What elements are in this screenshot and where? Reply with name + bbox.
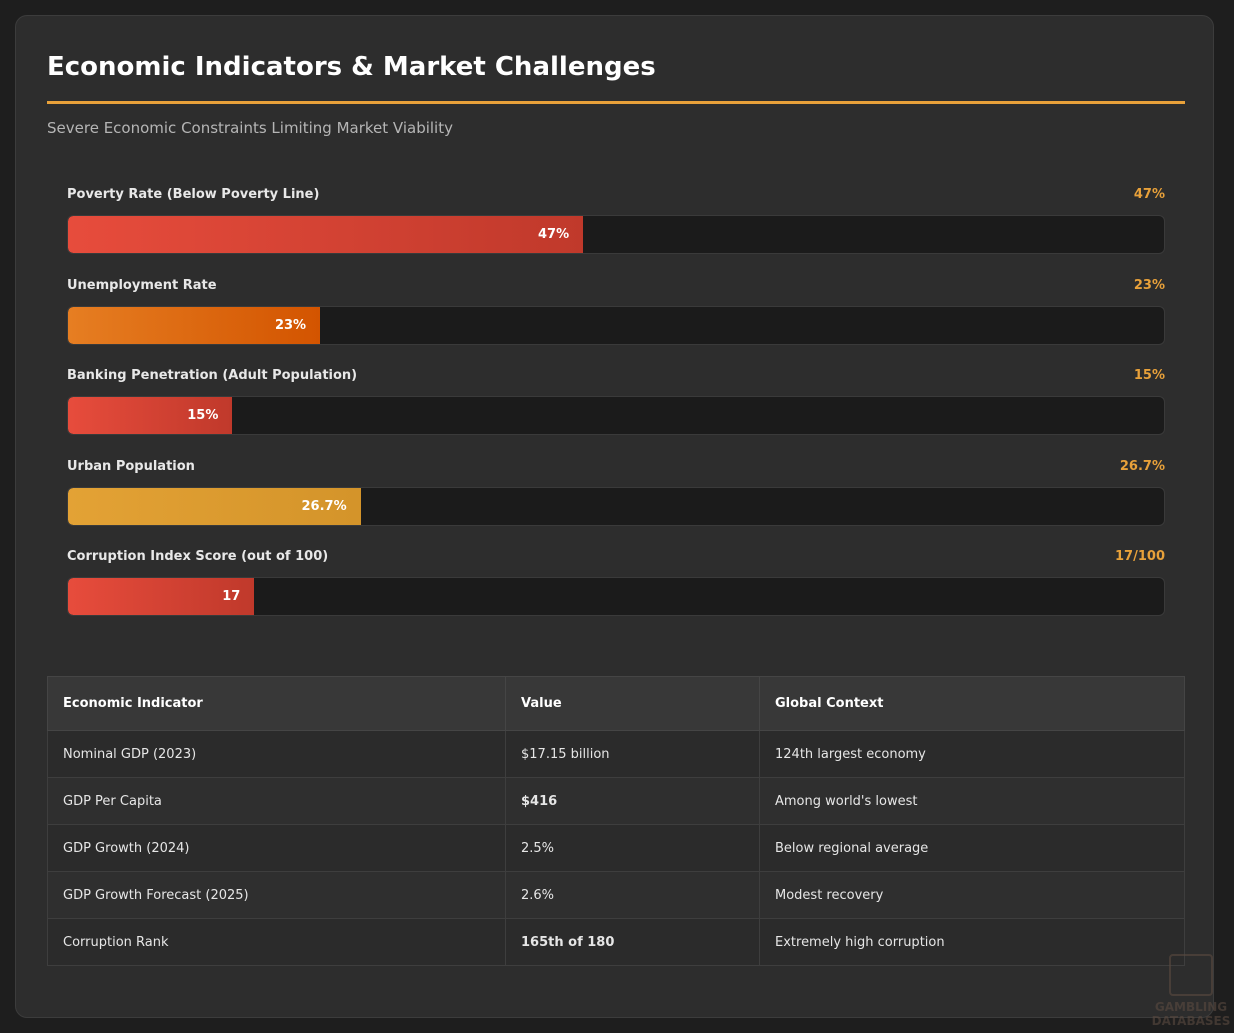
table-cell: Extremely high corruption	[759, 918, 1185, 966]
column-header: Value	[505, 676, 760, 731]
bar-label: Corruption Index Score (out of 100)	[67, 549, 329, 564]
watermark-text: GAMBLING	[1154, 1000, 1228, 1014]
bar-inner-label: 47%	[537, 227, 570, 242]
bar-track: 47%	[67, 215, 1165, 254]
bar-label: Urban Population	[67, 458, 195, 474]
bar-inner-label: 26.7%	[301, 498, 347, 514]
bar-value: 26.7%	[1119, 458, 1165, 474]
bar-fill: 15%	[68, 397, 233, 434]
table-cell: GDP Per Capita	[47, 777, 506, 825]
indicator-table: Economic Indicator Value Global Context Nom…	[47, 676, 1185, 966]
table-row: Corruption Rank 165th of 180 Extremely hig…	[47, 918, 1185, 966]
bar-label: Poverty Rate (Below Poverty Line)	[67, 187, 320, 202]
table-cell: Corruption Rank	[47, 918, 506, 966]
bar-fill: 23%	[68, 306, 321, 344]
table-cell: Among world's lowest	[759, 777, 1185, 825]
table-cell: 124th largest economy	[759, 730, 1185, 778]
bar-fill: 47%	[68, 216, 584, 253]
table-cell: Below regional average	[759, 824, 1185, 872]
subtitle: Severe Economic Constraints Limiting Mar…	[47, 119, 453, 137]
bar-fill: 26.7%	[68, 487, 361, 525]
bar-track: 17	[67, 577, 1165, 616]
bar-label: Banking Penetration (Adult Population)	[67, 368, 358, 383]
title-rule	[47, 101, 1185, 104]
watermark: GAMBLING DATABASES	[1148, 948, 1234, 1033]
table-row: GDP Growth (2024) 2.5% Below regional aver…	[47, 824, 1185, 872]
bar-track: 15%	[67, 396, 1165, 435]
table-cell: GDP Growth (2024)	[47, 824, 506, 872]
table-cell: 2.5%	[505, 824, 760, 872]
column-header: Economic Indicator	[47, 676, 506, 731]
bar-value: 23%	[1133, 277, 1165, 293]
bar-value: 15%	[1133, 368, 1165, 383]
bar-fill: 17	[68, 578, 255, 615]
table-cell: $416	[505, 777, 760, 825]
table-row: GDP Growth Forecast (2025) 2.6% Modest rec…	[47, 871, 1185, 919]
table-cell: 165th of 180	[505, 918, 760, 966]
bar-track: 23%	[67, 305, 1165, 345]
watermark-text: DATABASES	[1151, 1014, 1231, 1028]
header-row: Economic Indicator Value Global Context	[47, 676, 1185, 731]
watermark-icon	[1169, 954, 1213, 996]
bar-track: 26.7%	[67, 486, 1165, 526]
bar-inner-label: 17	[222, 589, 241, 604]
bar-value: 17/100	[1115, 549, 1165, 564]
bar-value: 47%	[1133, 187, 1165, 202]
column-header: Global Context	[759, 676, 1185, 731]
card: Economic Indicators & Market Challenges …	[15, 15, 1214, 1018]
table-row: GDP Per Capita $416 Among world's lowest	[47, 777, 1185, 825]
table-cell: $17.15 billion	[505, 730, 760, 778]
bar-inner-label: 23%	[274, 317, 307, 333]
title: Economic Indicators & Market Challenges	[47, 52, 656, 82]
table-cell: Nominal GDP (2023)	[47, 730, 506, 778]
table-cell: Modest recovery	[759, 871, 1185, 919]
table-row: Nominal GDP (2023) $17.15 billion 124th la…	[47, 730, 1185, 778]
table-cell: GDP Growth Forecast (2025)	[47, 871, 506, 919]
bar-inner-label: 15%	[187, 408, 219, 423]
bar-label: Unemployment Rate	[67, 277, 217, 293]
table-cell: 2.6%	[505, 871, 760, 919]
table-body: Nominal GDP (2023) $17.15 billion 124th la…	[47, 730, 1185, 966]
